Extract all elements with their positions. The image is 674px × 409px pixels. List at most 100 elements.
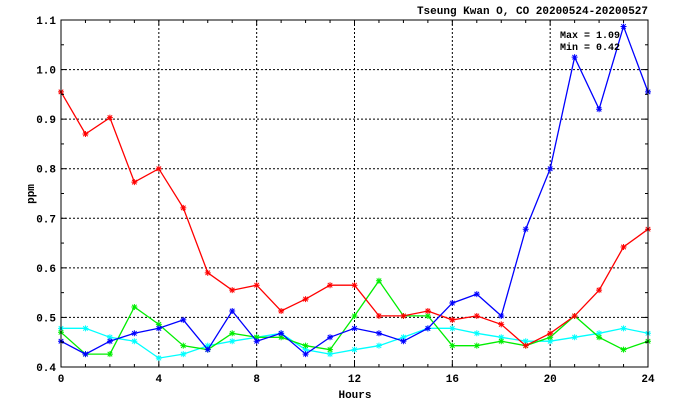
data-point [229, 338, 236, 345]
data-point [82, 325, 89, 332]
data-point [131, 179, 138, 186]
data-point [155, 355, 162, 362]
data-point [106, 334, 113, 341]
data-point [473, 330, 480, 337]
data-point [302, 346, 309, 353]
x-axis-label: Hours [338, 390, 371, 402]
data-point [547, 330, 554, 337]
y-tick-label: 0.9 [36, 115, 56, 127]
data-point [131, 330, 138, 337]
data-point [204, 342, 211, 349]
y-tick-label: 1.1 [36, 16, 56, 28]
data-point [351, 282, 358, 289]
data-point [498, 338, 505, 345]
series-0 [58, 88, 651, 349]
data-point [375, 342, 382, 349]
data-point [106, 114, 113, 121]
y-axis-label: ppm [26, 184, 38, 204]
data-point [620, 346, 627, 353]
data-point [547, 165, 554, 172]
data-point [620, 23, 627, 30]
data-point [449, 300, 456, 307]
data-point [375, 312, 382, 319]
data-point [596, 287, 603, 294]
y-tick-label: 0.4 [36, 363, 56, 375]
data-point [571, 334, 578, 341]
data-point [498, 321, 505, 328]
data-point [302, 296, 309, 303]
data-point [522, 226, 529, 233]
series-2 [58, 23, 651, 358]
y-tick-label: 1.0 [36, 66, 56, 78]
min-annotation: Min = 0.42 [560, 42, 620, 54]
data-point [498, 334, 505, 341]
x-tick-label: 0 [58, 374, 65, 386]
y-tick-label: 0.5 [36, 313, 56, 325]
data-point [327, 346, 334, 353]
data-point [473, 312, 480, 319]
x-tick-label: 24 [641, 374, 655, 386]
x-tick-label: 4 [156, 374, 163, 386]
data-point [180, 351, 187, 358]
data-point [155, 325, 162, 332]
data-point [180, 342, 187, 349]
data-point [596, 334, 603, 341]
data-point [82, 351, 89, 358]
data-point [620, 244, 627, 251]
data-point [131, 338, 138, 345]
data-point [204, 269, 211, 276]
data-point [278, 307, 285, 314]
data-point [155, 165, 162, 172]
data-point [131, 304, 138, 311]
data-point [302, 342, 309, 349]
data-point [155, 321, 162, 328]
data-point [424, 307, 431, 314]
data-point [473, 342, 480, 349]
data-point [82, 131, 89, 138]
data-point [498, 312, 505, 319]
data-point [229, 287, 236, 294]
data-point [375, 330, 382, 337]
axis-ticks: 0 4 8 12 16 20 24 0.4 0.5 0.6 0.7 0.8 0.9 1.0 1.1 [36, 16, 655, 386]
y-tick-label: 0.6 [36, 264, 56, 276]
data-point [400, 338, 407, 345]
data-point [180, 316, 187, 323]
data-point [351, 325, 358, 332]
y-tick-label: 0.7 [36, 214, 56, 226]
data-point [400, 334, 407, 341]
data-point [278, 334, 285, 341]
data-point [571, 54, 578, 61]
data-point [204, 346, 211, 353]
x-tick-label: 12 [348, 374, 361, 386]
data-point [351, 346, 358, 353]
chart-title: Tseung Kwan O, CO 20200524-20200527 [417, 6, 648, 18]
data-point [571, 312, 578, 319]
data-point [327, 334, 334, 341]
data-point [400, 312, 407, 319]
x-tick-label: 16 [446, 374, 459, 386]
data-point [180, 204, 187, 211]
x-tick-label: 20 [544, 374, 557, 386]
data-point [327, 351, 334, 358]
data-point [522, 338, 529, 345]
data-point [449, 325, 456, 332]
data-point [547, 338, 554, 345]
data-point [449, 342, 456, 349]
x-tick-label: 8 [253, 374, 260, 386]
data-point [253, 338, 260, 345]
data-point [253, 334, 260, 341]
data-point [596, 330, 603, 337]
data-point [278, 330, 285, 337]
data-point [522, 342, 529, 349]
data-point [106, 351, 113, 358]
data-point [106, 338, 113, 345]
data-point [229, 330, 236, 337]
data-point [229, 307, 236, 314]
data-point [375, 277, 382, 284]
data-point [253, 282, 260, 289]
data-point [327, 282, 334, 289]
data-point [351, 312, 358, 319]
data-point [449, 316, 456, 323]
